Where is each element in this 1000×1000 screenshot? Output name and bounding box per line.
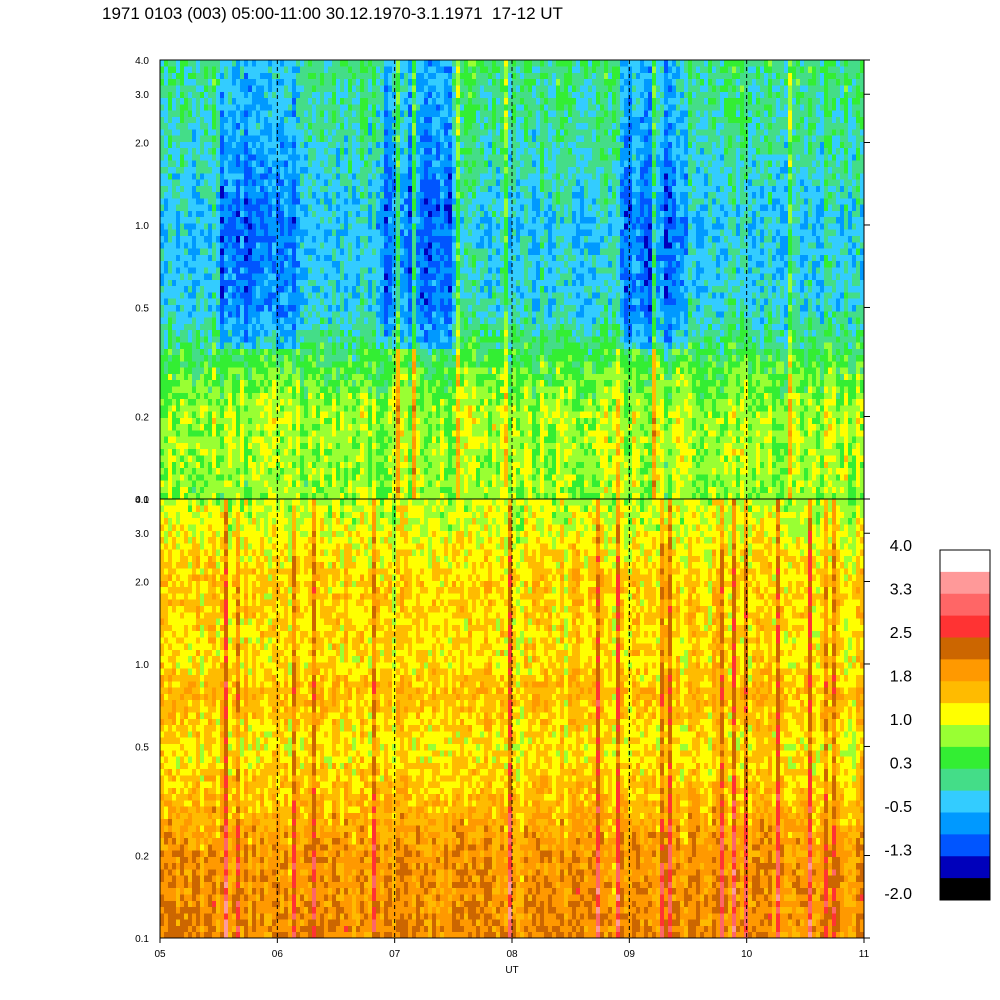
colorbar-swatch xyxy=(940,659,990,682)
x-tick-label: 07 xyxy=(389,949,401,960)
colorbar-swatch xyxy=(940,571,990,595)
heatmap-panel-lower xyxy=(160,499,865,939)
colorbar-swatch xyxy=(940,856,990,879)
x-axis-label: UT xyxy=(505,965,518,976)
colorbar-swatch xyxy=(940,637,990,660)
y-tick-label: 3.0 xyxy=(135,529,149,540)
colorbar-label: -0.5 xyxy=(884,799,912,816)
axes-layer: 0.10.20.51.02.03.04.00.10.20.51.02.03.04… xyxy=(135,56,870,976)
colorbar-swatch xyxy=(940,746,990,770)
x-tick-label: 05 xyxy=(154,949,166,960)
y-tick-label: 0.1 xyxy=(135,495,149,506)
y-tick-label: 3.0 xyxy=(135,90,149,101)
x-tick-label: 09 xyxy=(624,949,636,960)
x-tick-label: 10 xyxy=(741,949,753,960)
colorbar-swatch xyxy=(940,550,990,573)
y-tick-label: 2.0 xyxy=(135,138,149,149)
heatmap-panel-upper xyxy=(160,60,865,500)
colorbar-swatch xyxy=(940,834,990,857)
colorbar-swatch xyxy=(940,812,990,835)
y-tick-label: 1.0 xyxy=(135,660,149,671)
colorbar-swatch xyxy=(940,790,990,813)
colorbar-label: -1.3 xyxy=(884,843,912,860)
colorbar-swatch xyxy=(940,681,990,704)
y-tick-label: 0.2 xyxy=(135,852,149,863)
colorbar-swatch xyxy=(940,593,990,617)
colorbar-label: 4.0 xyxy=(890,538,912,555)
colorbar-swatch xyxy=(940,725,990,748)
colorbar-swatch xyxy=(940,615,990,638)
x-tick-label: 11 xyxy=(859,949,870,960)
colorbar-swatch xyxy=(940,878,990,901)
colorbar-label: 1.8 xyxy=(890,669,912,686)
y-tick-label: 0.2 xyxy=(135,413,149,424)
y-tick-label: 4.0 xyxy=(135,495,149,506)
y-tick-label: 2.0 xyxy=(135,577,149,588)
colorbar-label: 1.0 xyxy=(890,712,912,729)
y-tick-label: 4.0 xyxy=(135,56,149,67)
colorbar-label: 3.3 xyxy=(890,582,912,599)
y-tick-label: 0.5 xyxy=(135,303,149,314)
colorbar-frame xyxy=(939,549,991,901)
colorbar-label: -2.0 xyxy=(884,886,912,903)
colorbar-swatch xyxy=(940,768,990,792)
x-tick-label: 06 xyxy=(272,949,284,960)
y-tick-label: 0.5 xyxy=(135,742,149,753)
y-tick-label: 1.0 xyxy=(135,221,149,232)
colorbar-swatch xyxy=(940,703,990,726)
x-tick-label: 08 xyxy=(506,949,518,960)
colorbar: 4.0 3.3 2.5 1.8 1.0 0.3 -0.5 -1.3 -2.0 xyxy=(884,538,991,903)
colorbar-label: 2.5 xyxy=(890,625,912,642)
y-tick-label: 0.1 xyxy=(135,934,149,945)
colorbar-label: 0.3 xyxy=(890,756,912,773)
heatmap-layer xyxy=(160,60,865,939)
chart-title: 1971 0103 (003) 05:00-11:00 30.12.1970-3… xyxy=(102,4,563,24)
